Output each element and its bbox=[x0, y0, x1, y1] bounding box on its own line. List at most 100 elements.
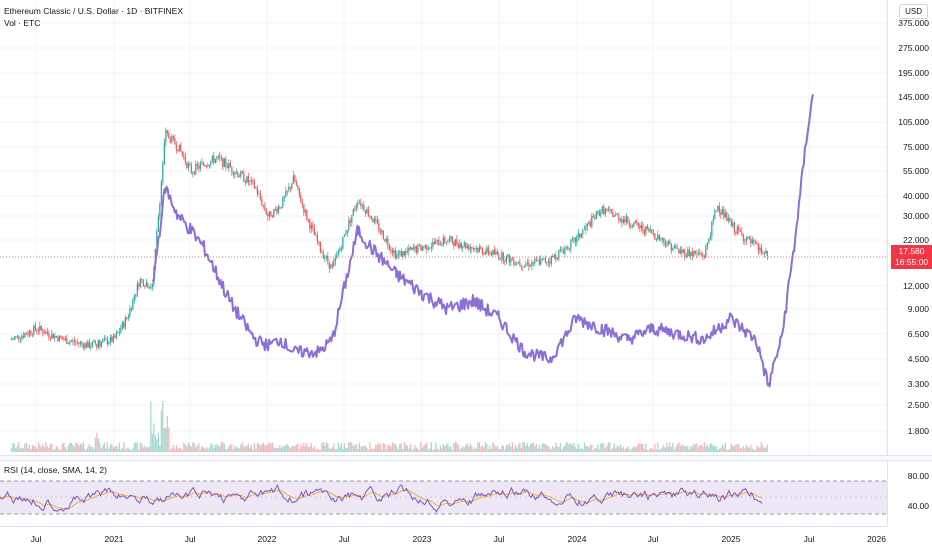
candle-body bbox=[418, 244, 420, 246]
candle-body bbox=[105, 338, 107, 340]
candle-body bbox=[148, 287, 150, 289]
volume-bar bbox=[561, 449, 563, 452]
price-axis[interactable]: USD 375.000 275.000 195.000 145.000 105.000 7… bbox=[887, 0, 932, 455]
candle-body bbox=[309, 219, 311, 229]
candle-body bbox=[444, 237, 446, 243]
volume-bar bbox=[28, 444, 30, 452]
volume-bar bbox=[169, 449, 171, 452]
candle-body bbox=[315, 234, 317, 236]
candle-body bbox=[547, 261, 549, 263]
candle-body bbox=[742, 233, 744, 241]
candle-body bbox=[535, 259, 537, 260]
candle-body bbox=[516, 263, 518, 265]
pane-separator[interactable] bbox=[0, 455, 932, 461]
volume-bar bbox=[385, 448, 387, 452]
volume-bar bbox=[277, 448, 279, 452]
candle-body bbox=[591, 216, 593, 227]
candle-body bbox=[184, 157, 186, 163]
volume-bar bbox=[493, 444, 495, 452]
volume-bar bbox=[306, 442, 308, 452]
candle-body bbox=[250, 179, 252, 181]
volume-bar bbox=[21, 447, 23, 452]
rsi-pane[interactable]: RSI (14, close, SMA, 14, 2) bbox=[0, 461, 888, 526]
candle-body bbox=[106, 338, 108, 345]
candle-body bbox=[513, 260, 515, 265]
symbol-title[interactable]: Ethereum Classic / U.S. Dollar · 1D · BI… bbox=[4, 6, 184, 16]
candle-body bbox=[685, 255, 687, 257]
candle-body bbox=[723, 209, 725, 218]
volume-bar bbox=[589, 444, 591, 452]
volume-bar bbox=[411, 449, 413, 452]
volume-bar bbox=[222, 442, 224, 452]
candle-body bbox=[100, 342, 102, 347]
rsi-axis[interactable]: 80.00 40.00 bbox=[887, 461, 932, 526]
candle-body bbox=[370, 216, 372, 220]
candle-body bbox=[588, 221, 590, 224]
candle-body bbox=[171, 136, 173, 143]
volume-bar bbox=[231, 444, 233, 452]
candle-body bbox=[19, 338, 21, 340]
volume-bar bbox=[448, 447, 450, 452]
candle-body bbox=[10, 339, 12, 341]
candle-body bbox=[532, 262, 534, 264]
volume-bar bbox=[175, 444, 177, 452]
price-tick: 40.000 bbox=[903, 191, 929, 201]
candle-body bbox=[220, 157, 222, 159]
main-price-pane[interactable]: Ethereum Classic / U.S. Dollar · 1D · BI… bbox=[0, 0, 888, 455]
currency-button[interactable]: USD bbox=[899, 4, 928, 19]
price-chart-canvas[interactable] bbox=[0, 0, 888, 455]
candle-body bbox=[279, 207, 281, 209]
candle-body bbox=[294, 175, 296, 182]
candle-body bbox=[744, 240, 746, 242]
volume-bar bbox=[183, 442, 185, 452]
volume-bar bbox=[655, 449, 657, 452]
candle-body bbox=[316, 234, 318, 242]
candle-body bbox=[54, 335, 56, 339]
candle-body bbox=[235, 171, 237, 173]
candle-body bbox=[256, 187, 258, 195]
volume-bar bbox=[345, 447, 347, 452]
volume-bar bbox=[82, 442, 84, 452]
candle-body bbox=[193, 172, 195, 175]
candle-body bbox=[666, 245, 668, 247]
candle-body bbox=[411, 247, 413, 250]
candle-body bbox=[339, 248, 341, 252]
candle-body bbox=[484, 251, 486, 254]
candle-body bbox=[621, 219, 623, 223]
candle-body bbox=[399, 251, 401, 254]
volume-bar bbox=[507, 444, 509, 452]
rsi-chart-canvas[interactable] bbox=[0, 461, 888, 526]
candle-body bbox=[724, 212, 726, 218]
candle-body bbox=[447, 240, 449, 243]
rsi-line bbox=[0, 484, 763, 514]
volume-bar bbox=[181, 449, 183, 452]
volume-bar bbox=[69, 442, 71, 452]
volume-bar bbox=[681, 444, 683, 452]
candle-body bbox=[675, 245, 677, 249]
time-axis[interactable]: Jul 2021 Jul 2022 Jul 2023 Jul 2024 Jul 2025 Jul 20… bbox=[0, 526, 888, 551]
price-tick: 195.000 bbox=[898, 68, 929, 78]
candle-body bbox=[67, 343, 69, 345]
volume-bar bbox=[504, 449, 506, 452]
candle-body bbox=[480, 247, 482, 249]
candle-body bbox=[360, 202, 362, 206]
volume-bar bbox=[552, 446, 554, 452]
volume-bar bbox=[667, 446, 669, 452]
candle-body bbox=[519, 262, 521, 265]
volume-bar bbox=[361, 445, 363, 452]
volume-bar bbox=[601, 442, 603, 452]
candle-body bbox=[255, 187, 257, 189]
candle-body bbox=[442, 237, 444, 245]
candle-body bbox=[349, 220, 351, 223]
volume-bar bbox=[495, 446, 497, 452]
volume-bar bbox=[84, 448, 86, 452]
volume-bar bbox=[391, 442, 393, 452]
volume-bar bbox=[70, 442, 72, 452]
volume-bar bbox=[751, 448, 753, 452]
candle-body bbox=[85, 343, 87, 348]
candle-body bbox=[127, 316, 129, 319]
volume-legend[interactable]: Vol · ETC bbox=[4, 18, 41, 28]
candle-body bbox=[397, 253, 399, 255]
rsi-legend[interactable]: RSI (14, close, SMA, 14, 2) bbox=[4, 465, 107, 475]
candle-body bbox=[390, 249, 392, 251]
